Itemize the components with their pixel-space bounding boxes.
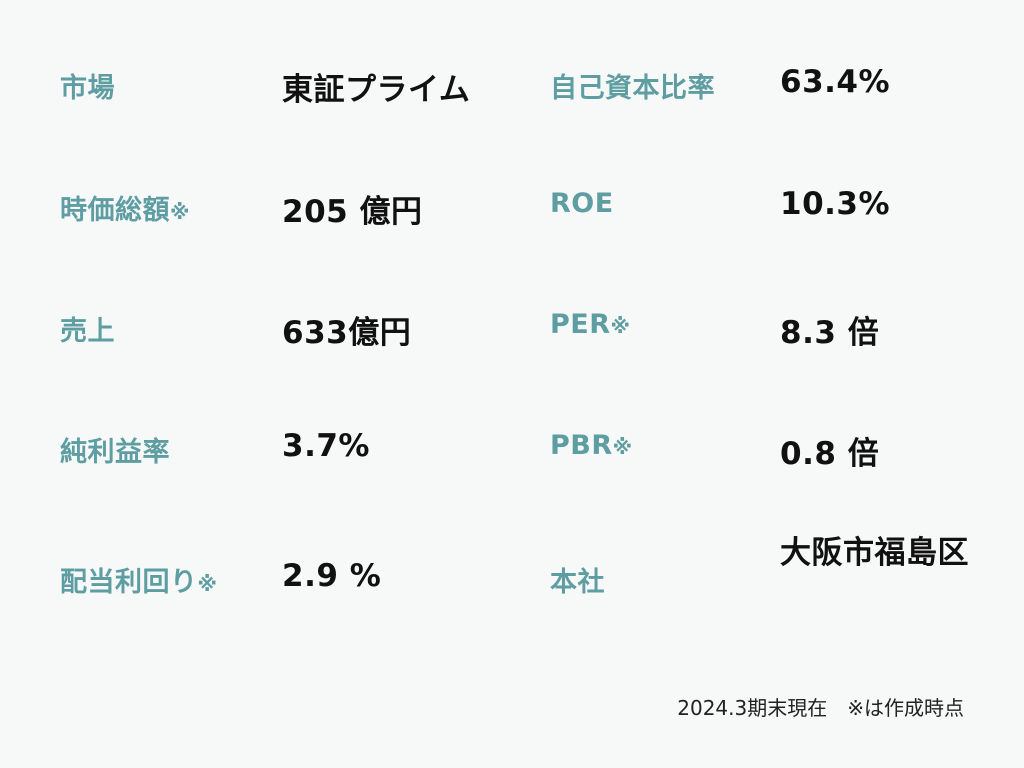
value-dividend-yield: 2.9 % [282, 558, 382, 594]
value-market: 東証プライム [282, 72, 471, 108]
value-roe: 10.3% [780, 186, 891, 222]
note-mark: ※ [610, 314, 631, 338]
footnote: 2024.3期末現在 ※は作成時点 [677, 696, 964, 720]
label-market: 市場 [60, 73, 115, 104]
value-net-margin: 3.7% [282, 428, 370, 464]
note-mark: ※ [170, 200, 190, 224]
value-headquarters: 大阪市福島区 [780, 535, 969, 571]
label-pbr: PBR※ [550, 430, 633, 461]
note-mark: ※ [197, 572, 218, 596]
value-sales: 633億円 [282, 315, 412, 351]
label-per: PER※ [550, 309, 631, 340]
label-dividend-yield: 配当利回り※ [60, 567, 218, 598]
value-pbr: 0.8 倍 [780, 436, 880, 472]
label-sales: 売上 [60, 316, 115, 347]
value-per: 8.3 倍 [780, 315, 880, 351]
label-roe: ROE [550, 188, 614, 219]
note-mark: ※ [612, 435, 633, 459]
value-equity-ratio: 63.4% [780, 64, 891, 100]
label-net-margin: 純利益率 [60, 437, 170, 468]
label-market-cap: 時価総額※ [60, 195, 190, 226]
value-market-cap: 205 億円 [282, 194, 423, 230]
label-equity-ratio: 自己資本比率 [550, 73, 715, 104]
label-headquarters: 本社 [550, 567, 605, 598]
